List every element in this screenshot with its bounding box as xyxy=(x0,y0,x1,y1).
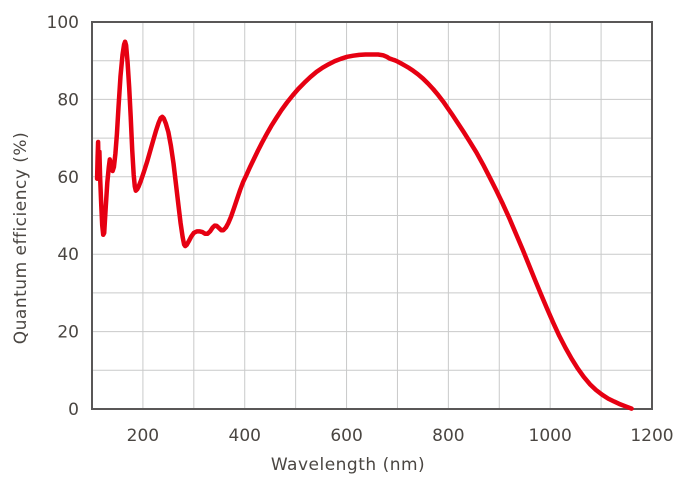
x-tick-labels: 200 400 600 800 1000 1200 xyxy=(127,426,674,446)
qe-curve xyxy=(94,39,634,411)
x-tick-label: 1000 xyxy=(529,426,572,446)
plot-border xyxy=(91,21,653,410)
y-tick-label: 60 xyxy=(57,168,79,188)
y-axis-title: Quantum efficiency (%) xyxy=(11,131,31,345)
x-axis-title: Wavelength (nm) xyxy=(270,455,426,475)
y-tick-labels: 0 20 40 60 80 100 xyxy=(47,13,79,420)
x-tick-label: 800 xyxy=(432,426,464,446)
x-tick-label: 600 xyxy=(330,426,362,446)
gridlines xyxy=(92,22,652,409)
y-tick-label: 20 xyxy=(57,323,79,343)
y-tick-label: 0 xyxy=(68,400,79,420)
x-tick-label: 200 xyxy=(127,426,159,446)
x-tick-label: 400 xyxy=(229,426,261,446)
y-tick-label: 80 xyxy=(57,90,79,110)
x-tick-label: 1200 xyxy=(630,426,673,446)
y-tick-label: 100 xyxy=(47,13,79,33)
y-tick-label: 40 xyxy=(57,245,79,265)
